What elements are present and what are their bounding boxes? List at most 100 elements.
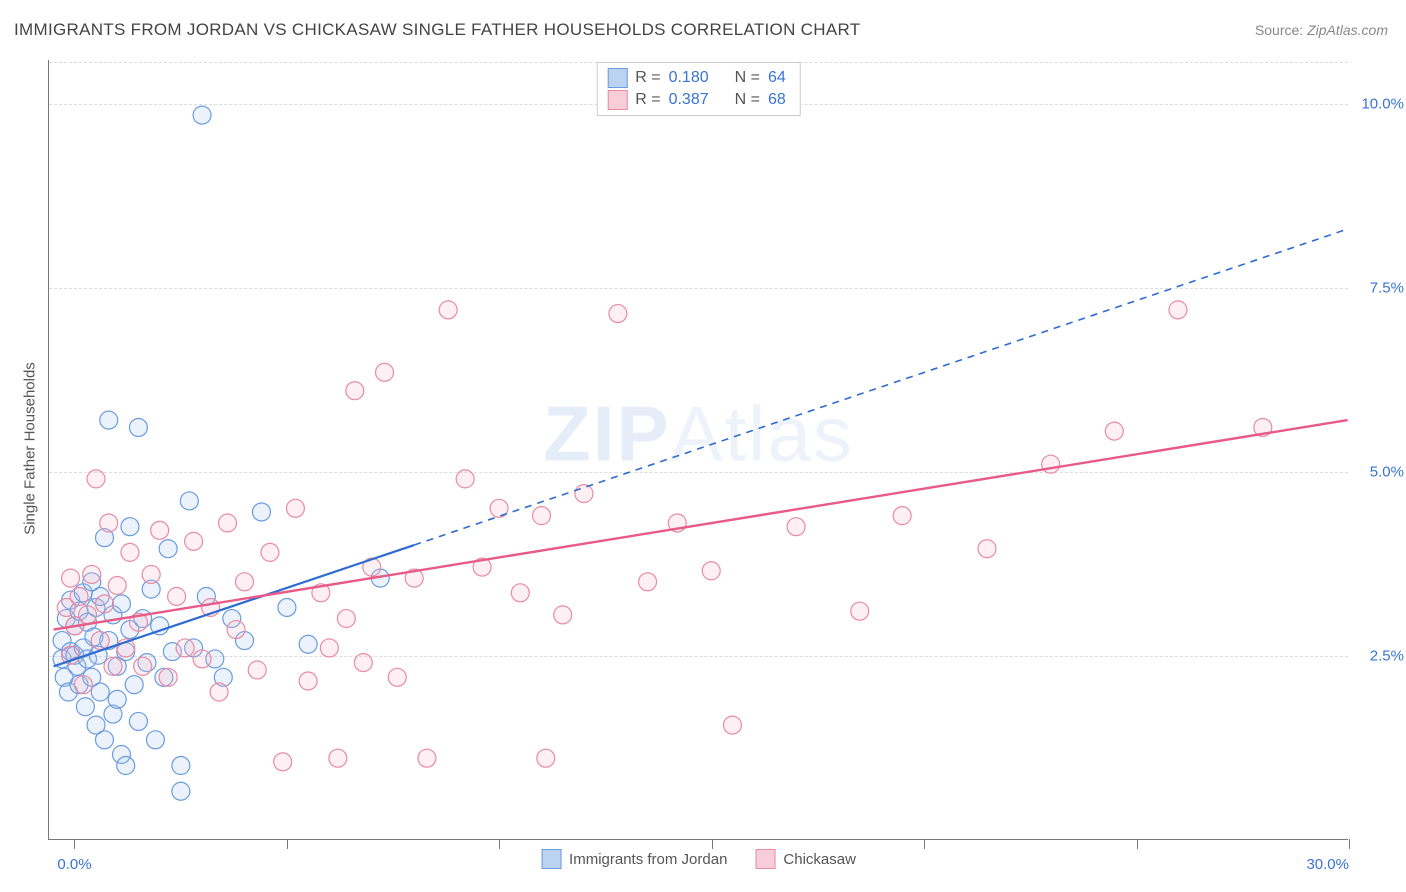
source-link[interactable]: ZipAtlas.com	[1307, 22, 1388, 38]
data-point-chickasaw	[388, 668, 406, 686]
data-point-chickasaw	[227, 621, 245, 639]
data-point-jordan	[117, 757, 135, 775]
data-point-chickasaw	[609, 305, 627, 323]
data-point-chickasaw	[193, 650, 211, 668]
data-point-jordan	[172, 757, 190, 775]
data-point-chickasaw	[185, 532, 203, 550]
data-point-chickasaw	[702, 562, 720, 580]
x-tick	[1349, 839, 1350, 849]
source-credit: Source: ZipAtlas.com	[1255, 22, 1388, 38]
data-point-jordan	[299, 635, 317, 653]
data-point-chickasaw	[176, 639, 194, 657]
data-point-chickasaw	[376, 363, 394, 381]
data-point-chickasaw	[511, 584, 529, 602]
data-point-chickasaw	[62, 569, 80, 587]
data-point-jordan	[108, 690, 126, 708]
data-point-chickasaw	[159, 668, 177, 686]
data-point-chickasaw	[723, 716, 741, 734]
x-tick	[712, 839, 713, 849]
data-point-jordan	[100, 411, 118, 429]
legend-label-jordan: Immigrants from Jordan	[569, 851, 727, 868]
chart-title: IMMIGRANTS FROM JORDAN VS CHICKASAW SING…	[14, 20, 860, 39]
data-point-chickasaw	[418, 749, 436, 767]
data-point-jordan	[76, 698, 94, 716]
trendline-jordan-extrapolated	[414, 229, 1347, 545]
data-point-jordan	[121, 518, 139, 536]
data-point-jordan	[125, 676, 143, 694]
data-point-chickasaw	[74, 676, 92, 694]
data-point-jordan	[129, 712, 147, 730]
data-point-chickasaw	[210, 683, 228, 701]
x-tick	[74, 839, 75, 849]
x-tick	[924, 839, 925, 849]
data-point-chickasaw	[329, 749, 347, 767]
legend-swatch-jordan	[607, 68, 627, 88]
data-point-chickasaw	[337, 610, 355, 628]
legend-label-chickasaw: Chickasaw	[783, 851, 856, 868]
data-point-chickasaw	[1169, 301, 1187, 319]
data-point-chickasaw	[274, 753, 292, 771]
data-point-chickasaw	[100, 514, 118, 532]
data-point-chickasaw	[439, 301, 457, 319]
data-point-jordan	[112, 595, 130, 613]
data-point-chickasaw	[248, 661, 266, 679]
data-point-chickasaw	[537, 749, 555, 767]
data-point-jordan	[193, 106, 211, 124]
data-point-jordan	[146, 731, 164, 749]
data-point-jordan	[91, 683, 109, 701]
data-point-chickasaw	[151, 521, 169, 539]
data-point-chickasaw	[354, 654, 372, 672]
data-point-chickasaw	[787, 518, 805, 536]
data-point-chickasaw	[533, 507, 551, 525]
plot-area: ZIPAtlas 2.5%5.0%7.5%10.0%0.0%30.0% R = …	[48, 60, 1348, 840]
data-point-chickasaw	[134, 657, 152, 675]
legend-swatch-chickasaw	[755, 849, 775, 869]
x-tick	[287, 839, 288, 849]
data-point-chickasaw	[79, 606, 97, 624]
data-point-chickasaw	[1042, 455, 1060, 473]
y-tick-label: 7.5%	[1354, 280, 1404, 297]
data-point-jordan	[96, 731, 114, 749]
data-point-chickasaw	[108, 576, 126, 594]
legend-swatch-jordan	[541, 849, 561, 869]
data-point-chickasaw	[575, 485, 593, 503]
data-point-chickasaw	[96, 595, 114, 613]
data-point-chickasaw	[219, 514, 237, 532]
y-tick-label: 2.5%	[1354, 648, 1404, 665]
data-point-chickasaw	[87, 470, 105, 488]
data-point-chickasaw	[83, 565, 101, 583]
data-point-jordan	[252, 503, 270, 521]
stats-legend: R = 0.180 N = 64 R = 0.387 N = 68	[596, 62, 801, 116]
data-point-chickasaw	[299, 672, 317, 690]
legend-swatch-chickasaw	[607, 90, 627, 110]
data-point-chickasaw	[978, 540, 996, 558]
data-point-chickasaw	[104, 657, 122, 675]
data-point-jordan	[159, 540, 177, 558]
data-point-chickasaw	[1105, 422, 1123, 440]
data-point-chickasaw	[554, 606, 572, 624]
series-legend: Immigrants from Jordan Chickasaw	[533, 849, 864, 869]
x-tick-label: 0.0%	[57, 856, 91, 873]
data-point-chickasaw	[893, 507, 911, 525]
data-point-chickasaw	[639, 573, 657, 591]
y-tick-label: 5.0%	[1354, 464, 1404, 481]
data-point-jordan	[129, 418, 147, 436]
data-point-chickasaw	[851, 602, 869, 620]
data-point-chickasaw	[346, 382, 364, 400]
chart-svg	[49, 60, 1348, 839]
y-axis-label: Single Father Households	[22, 362, 39, 535]
data-point-jordan	[180, 492, 198, 510]
y-tick-label: 10.0%	[1354, 96, 1404, 113]
data-point-chickasaw	[320, 639, 338, 657]
data-point-chickasaw	[121, 543, 139, 561]
data-point-jordan	[278, 599, 296, 617]
data-point-chickasaw	[91, 632, 109, 650]
data-point-chickasaw	[236, 573, 254, 591]
x-tick	[499, 839, 500, 849]
x-tick-label: 30.0%	[1306, 856, 1349, 873]
data-point-chickasaw	[456, 470, 474, 488]
data-point-chickasaw	[168, 587, 186, 605]
data-point-jordan	[172, 782, 190, 800]
data-point-chickasaw	[286, 499, 304, 517]
data-point-chickasaw	[142, 565, 160, 583]
